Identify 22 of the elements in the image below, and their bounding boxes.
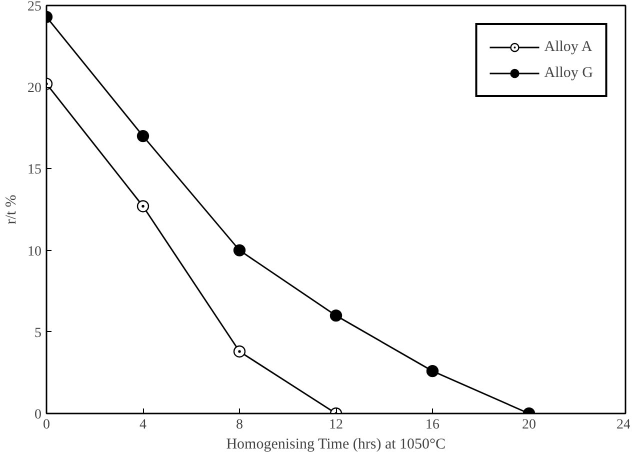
point <box>136 200 150 212</box>
y-axis-title: r/t % <box>4 194 20 224</box>
x-tick-label: 24 <box>616 418 630 432</box>
point <box>233 244 246 256</box>
y-tick-label: 15 <box>28 162 42 178</box>
point <box>233 345 246 358</box>
legend-label: Alloy A <box>544 38 592 56</box>
point <box>426 364 439 378</box>
x-tick-label: 8 <box>236 418 243 432</box>
x-tick-label: 4 <box>140 418 146 432</box>
legend-label: Alloy G <box>544 64 593 82</box>
x-tick-label: 20 <box>522 418 536 432</box>
y-tick-label: 0 <box>34 408 42 422</box>
x-tick-label: 16 <box>426 418 440 432</box>
y-tick-label: 20 <box>28 81 42 96</box>
point <box>136 130 150 142</box>
point <box>330 309 342 322</box>
y-tick-label: 10 <box>28 244 42 260</box>
y-tick-label: 5 <box>34 326 42 341</box>
y-tick-label: 25 <box>28 0 42 14</box>
x-axis-title: Homogenising Time (hrs) at 1050°C <box>226 436 446 452</box>
x-tick-label: 12 <box>329 418 343 432</box>
